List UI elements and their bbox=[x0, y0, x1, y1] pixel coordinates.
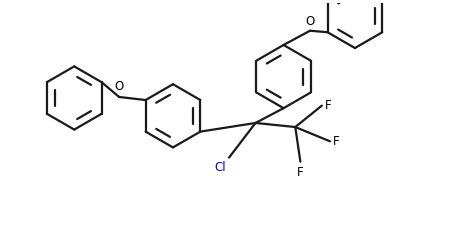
Text: O: O bbox=[305, 15, 315, 28]
Text: F: F bbox=[297, 166, 303, 179]
Text: O: O bbox=[115, 80, 124, 93]
Text: Cl: Cl bbox=[215, 161, 227, 174]
Text: F: F bbox=[325, 99, 332, 112]
Text: F: F bbox=[333, 135, 339, 148]
